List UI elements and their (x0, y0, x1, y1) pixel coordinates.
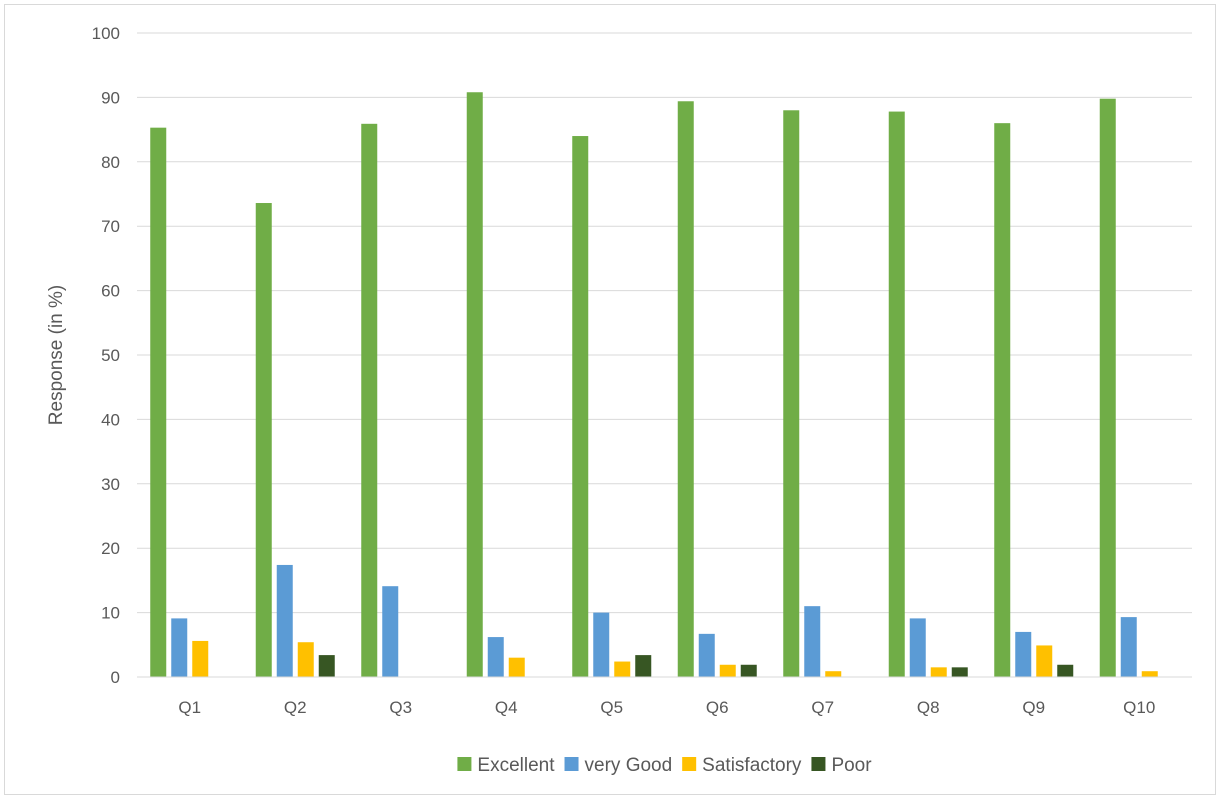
legend-label: Excellent (477, 755, 555, 776)
bar-excellent-q8 (888, 111, 905, 678)
x-axis-ticks: Q1 Q2 Q3 Q4 Q5 Q6 Q7 Q8 Q9 Q10 (178, 698, 1155, 717)
x-tick-label: Q4 (495, 698, 518, 717)
legend-swatch (564, 757, 579, 771)
bar-very-good-q6 (698, 633, 715, 677)
legend-swatch (457, 757, 472, 771)
legend-swatch (811, 757, 826, 771)
bar-satisfactory-q5 (614, 661, 631, 677)
bar-very-good-q5 (593, 612, 610, 677)
bar-very-good-q8 (909, 618, 926, 677)
bar-poor-q9 (1057, 664, 1074, 677)
x-tick-label: Q5 (600, 698, 623, 717)
x-tick-label: Q10 (1123, 698, 1155, 717)
bar-excellent-q6 (677, 101, 694, 678)
bar-excellent-q1 (150, 127, 167, 678)
y-tick-label: 60 (101, 282, 120, 301)
bar-satisfactory-q10 (1141, 671, 1158, 677)
bar-satisfactory-q9 (1036, 645, 1053, 677)
bar-very-good-q10 (1120, 617, 1137, 677)
y-tick-label: 0 (111, 668, 120, 687)
y-tick-label: 40 (101, 410, 120, 429)
bars (150, 92, 1158, 678)
gridlines (137, 32, 1192, 614)
bar-very-good-q2 (276, 564, 293, 677)
bar-very-good-q1 (171, 618, 188, 677)
x-tick-label: Q8 (917, 698, 940, 717)
bar-satisfactory-q4 (508, 657, 525, 677)
bar-satisfactory-q8 (930, 667, 947, 677)
bar-satisfactory-q7 (825, 671, 842, 677)
y-tick-label: 20 (101, 539, 120, 558)
bar-excellent-q9 (994, 123, 1011, 677)
bar-very-good-q3 (382, 586, 399, 677)
x-tick-label: Q7 (811, 698, 834, 717)
bar-very-good-q9 (1015, 631, 1032, 677)
y-tick-label: 30 (101, 475, 120, 494)
y-tick-label: 50 (101, 346, 120, 365)
bar-excellent-q2 (255, 203, 272, 678)
bar-poor-q5 (635, 655, 652, 677)
legend: Excellent very Good Satisfactory Poor (457, 755, 872, 776)
bar-very-good-q7 (804, 606, 821, 677)
y-axis-title: Response (in %) (46, 285, 67, 425)
y-tick-label: 80 (101, 153, 120, 172)
y-tick-label: 10 (101, 604, 120, 623)
bar-satisfactory-q2 (297, 642, 314, 677)
legend-label: very Good (585, 755, 673, 776)
legend-swatch (682, 757, 697, 771)
bar-very-good-q4 (487, 637, 504, 677)
bar-poor-q6 (740, 664, 757, 677)
x-tick-label: Q2 (284, 698, 307, 717)
x-tick-label: Q1 (178, 698, 201, 717)
y-tick-label: 70 (101, 217, 120, 236)
bar-satisfactory-q6 (719, 664, 736, 677)
legend-label: Satisfactory (702, 755, 802, 776)
y-tick-label: 90 (101, 88, 120, 107)
y-tick-label: 100 (92, 24, 120, 43)
bar-poor-q2 (318, 655, 335, 677)
x-tick-label: Q3 (389, 698, 412, 717)
bar-satisfactory-q1 (192, 640, 209, 677)
bar-excellent-q5 (572, 136, 589, 678)
bar-excellent-q3 (361, 123, 378, 677)
bar-poor-q8 (951, 667, 968, 677)
x-tick-label: Q9 (1022, 698, 1045, 717)
x-tick-label: Q6 (706, 698, 729, 717)
bar-excellent-q10 (1099, 98, 1116, 678)
legend-label: Poor (831, 755, 872, 776)
y-axis-ticks: 0 10 20 30 40 50 60 70 80 90 100 (92, 24, 120, 687)
bar-excellent-q4 (466, 92, 483, 678)
bar-excellent-q7 (783, 110, 800, 677)
